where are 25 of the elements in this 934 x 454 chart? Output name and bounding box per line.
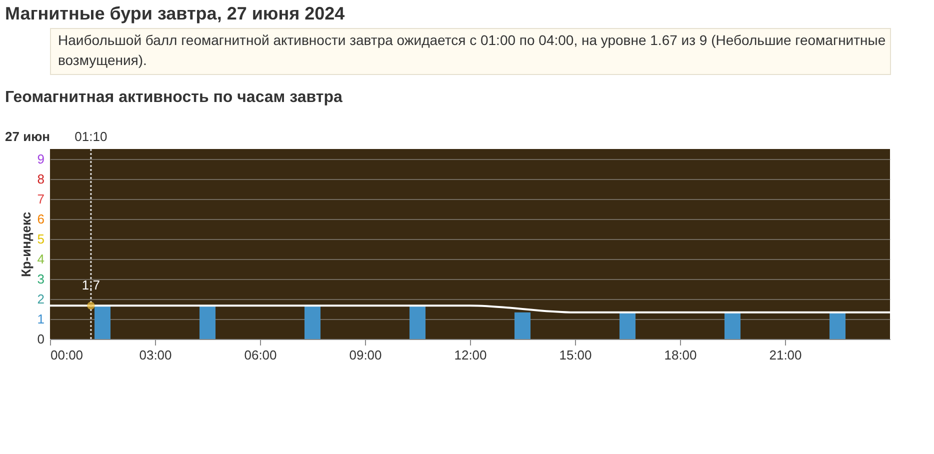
x-tick-label: 15:00 (559, 348, 592, 362)
y-tick-label: 3 (37, 272, 44, 286)
ref-line-label: 01:10 (74, 129, 108, 144)
y-axis-title: Кр-индекс (18, 212, 34, 278)
text: Наибольшой балл геомагнитной активности завтра ожидается с 01:00 по 04:00, на уровне 1.67 из 9 (Небольшие геомагнитные возмущения). (58, 32, 886, 68)
y-tick-label: 8 (37, 172, 44, 186)
x-tick-label: 00:00 (50, 348, 84, 362)
x-tick-label: 09:00 (349, 348, 382, 362)
y-tick-label: 0 (37, 332, 44, 346)
x-tick-label: 12:00 (454, 348, 487, 362)
x-tick-label: 18:00 (664, 348, 697, 362)
y-tick-label: 1 (37, 312, 44, 326)
chart-subtitle: Геомагнитная активность по часам завтра (5, 89, 342, 106)
y-tick-label: 7 (37, 192, 44, 206)
y-tick-label: 2 (37, 292, 44, 306)
x-tick-label: 21:00 (769, 348, 802, 362)
x-tick-label: 03:00 (139, 348, 172, 362)
y-tick-label: 4 (37, 252, 44, 266)
text: 27 июн (5, 129, 50, 144)
chart-title: Магнитные бури завтра, 27 июня 2024 (5, 4, 345, 24)
annotation: 1.7 (82, 278, 100, 293)
x-tick-label: 06:00 (244, 348, 277, 362)
y-tick-label: 6 (37, 212, 44, 226)
y-tick-label: 9 (37, 152, 44, 166)
y-tick-label: 5 (37, 232, 44, 246)
